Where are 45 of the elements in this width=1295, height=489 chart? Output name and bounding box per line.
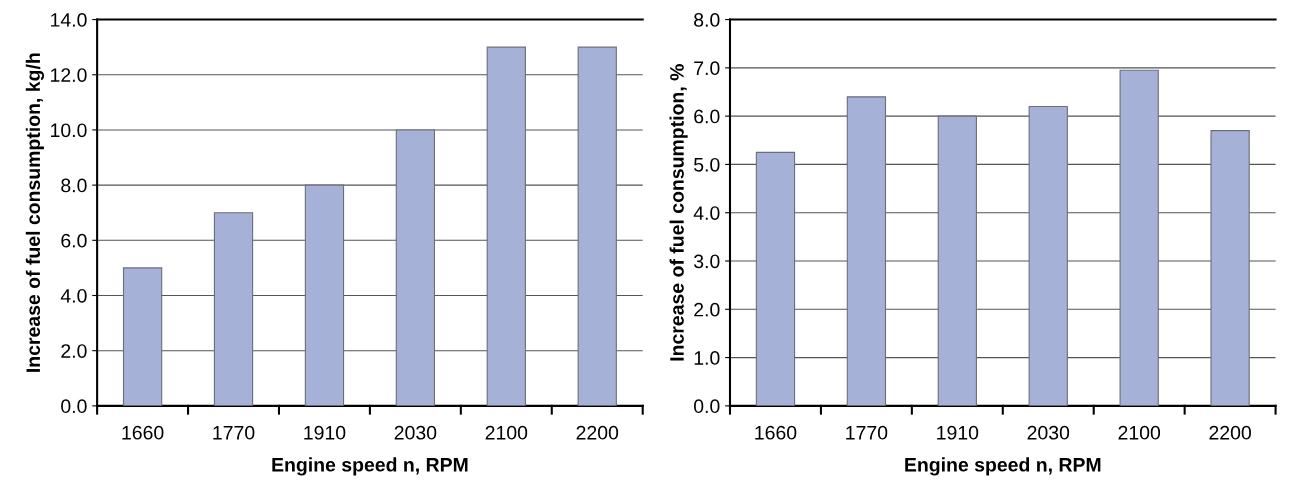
y-tick-label: 6.0 [694, 109, 720, 124]
bar [937, 115, 977, 406]
bar [395, 129, 436, 406]
x-tick-label: 2030 [394, 425, 437, 440]
y-tick-label: 8.0 [61, 178, 87, 193]
y-tick-label: 0.0 [694, 399, 720, 414]
y-tick-label: 6.0 [61, 233, 87, 248]
y-tick-label: 5.0 [694, 157, 720, 172]
x-tick-label: 2200 [576, 425, 619, 440]
bar [122, 267, 163, 406]
y-tick-label: 3.0 [693, 254, 720, 269]
y-axis-title: Increase of fuel consumption, kg/h [25, 53, 45, 372]
y-tick-label: 1.0 [694, 351, 720, 365]
y-tick-label: 0.0 [61, 399, 87, 414]
x-tick-label: 1910 [937, 425, 979, 440]
x-tick-label: 1770 [846, 425, 888, 440]
bar [846, 96, 887, 406]
y-tick-label: 12.0 [51, 68, 87, 82]
y-tick-label: 10.0 [51, 123, 87, 138]
x-tick-label: 2200 [1209, 425, 1251, 440]
bar [486, 46, 526, 406]
bar [577, 46, 617, 406]
bar [1210, 130, 1250, 406]
x-tick-label: 2030 [1027, 425, 1070, 440]
y-tick-label: 4.0 [60, 288, 87, 303]
y-tick-label: 2.0 [61, 344, 87, 358]
y-tick-label: 2.0 [694, 302, 720, 317]
bar [755, 151, 796, 406]
y-tick-label: 14.0 [51, 13, 87, 27]
y-tick-label: 8.0 [694, 13, 720, 27]
y-tick-label: 7.0 [694, 61, 720, 76]
x-tick-label: 2100 [1118, 425, 1161, 440]
x-axis-title: Engine speed n, RPM [905, 457, 1101, 476]
x-tick-label: 1910 [304, 425, 346, 440]
x-tick-label: 1660 [755, 425, 797, 440]
bar [1119, 69, 1159, 406]
bar [304, 184, 345, 406]
x-axis-title: Engine speed n, RPM [272, 457, 468, 476]
x-tick-label: 1770 [213, 425, 255, 440]
y-tick-label: 4.0 [693, 206, 720, 220]
x-tick-label: 1660 [122, 425, 164, 440]
bar [1028, 105, 1068, 406]
y-axis-title: Increase of fuel consumption, % [669, 64, 688, 361]
x-tick-label: 2100 [485, 425, 528, 440]
bar [213, 212, 254, 406]
